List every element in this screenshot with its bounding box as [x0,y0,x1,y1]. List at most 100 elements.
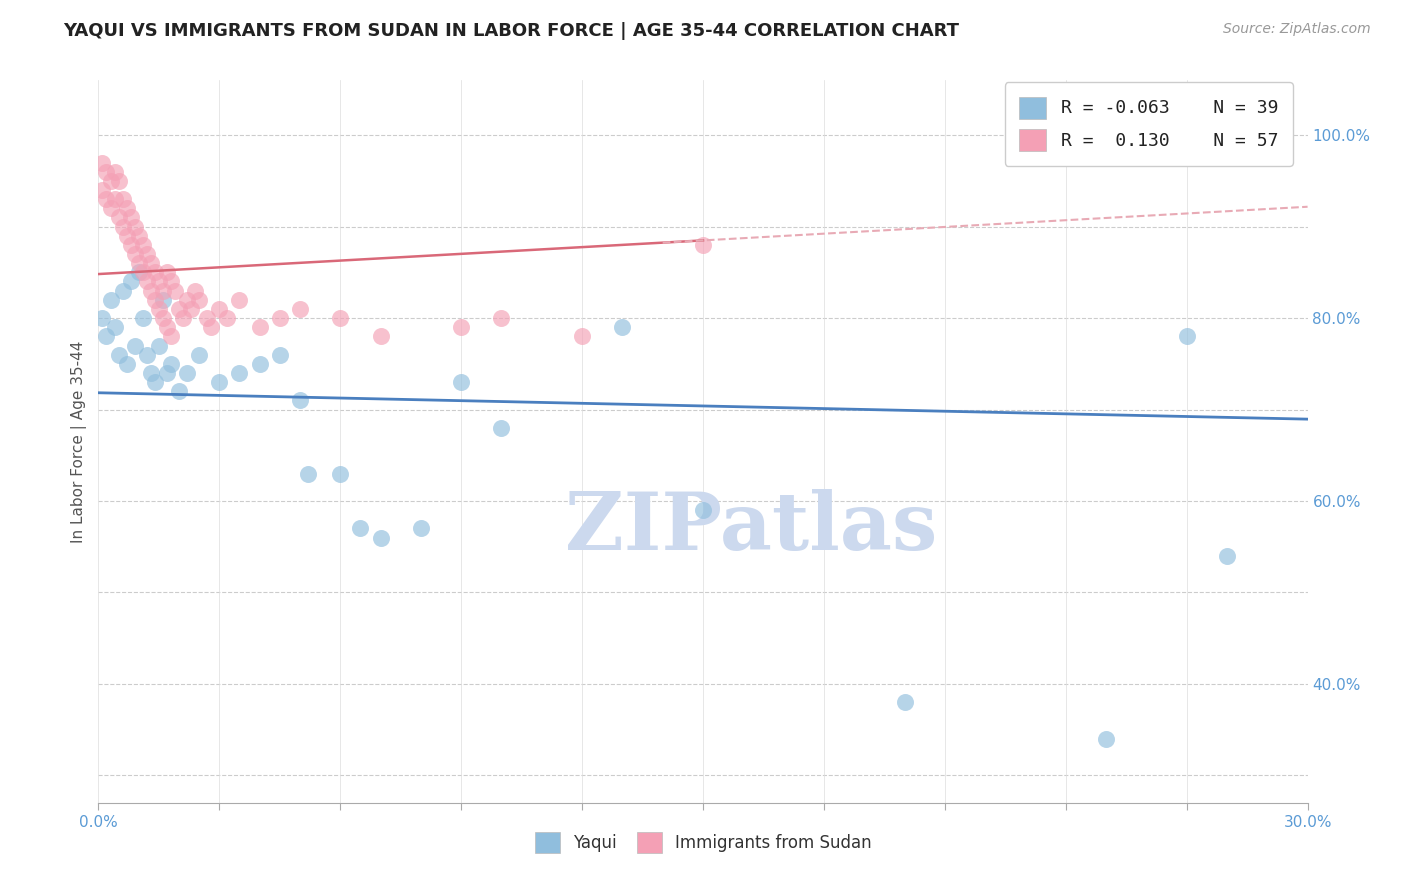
Text: Source: ZipAtlas.com: Source: ZipAtlas.com [1223,22,1371,37]
Point [571,329,593,343]
Point [143,375,166,389]
Point [103,165,125,179]
Point [180,301,202,316]
Point [124,338,146,352]
Point [228,293,250,307]
Point [217,311,239,326]
Point [143,265,166,279]
Point [91,311,114,326]
Point [893,695,915,709]
Point [370,531,392,545]
Point [188,348,211,362]
Text: ZIPatlas: ZIPatlas [565,489,938,567]
Point [120,211,142,225]
Point [115,228,138,243]
Point [249,320,271,334]
Point [450,320,472,334]
Legend: Yaqui, Immigrants from Sudan: Yaqui, Immigrants from Sudan [527,826,879,860]
Point [297,467,319,481]
Point [91,183,114,197]
Point [115,357,138,371]
Point [156,320,179,334]
Point [115,202,138,216]
Point [96,329,118,343]
Point [124,247,146,261]
Point [329,311,352,326]
Point [176,293,198,307]
Point [160,275,183,289]
Point [167,384,190,399]
Point [208,301,231,316]
Point [156,265,179,279]
Point [103,320,125,334]
Point [148,338,170,352]
Point [349,521,371,535]
Point [200,320,222,334]
Point [139,366,162,380]
Point [120,238,142,252]
Point [409,521,432,535]
Point [96,165,118,179]
Point [120,275,142,289]
Point [107,348,129,362]
Point [132,311,155,326]
Point [692,503,714,517]
Point [176,366,198,380]
Point [491,421,513,435]
Point [148,301,170,316]
Point [135,275,157,289]
Point [135,348,157,362]
Point [128,265,150,279]
Point [152,284,174,298]
Point [184,284,207,298]
Point [128,256,150,270]
Point [111,219,134,234]
Point [269,348,291,362]
Point [329,467,352,481]
Point [167,301,190,316]
Point [228,366,250,380]
Point [612,320,634,334]
Point [135,247,157,261]
Point [100,202,122,216]
Point [370,329,392,343]
Point [96,192,118,206]
Point [124,219,146,234]
Point [128,228,150,243]
Point [107,174,129,188]
Point [143,293,166,307]
Point [139,256,162,270]
Y-axis label: In Labor Force | Age 35-44: In Labor Force | Age 35-44 [72,341,87,542]
Point [1175,329,1198,343]
Point [160,329,183,343]
Point [1095,731,1118,746]
Point [172,311,194,326]
Point [111,284,134,298]
Point [491,311,513,326]
Text: YAQUI VS IMMIGRANTS FROM SUDAN IN LABOR FORCE | AGE 35-44 CORRELATION CHART: YAQUI VS IMMIGRANTS FROM SUDAN IN LABOR … [63,22,959,40]
Point [1216,549,1239,563]
Point [132,265,155,279]
Point [269,311,291,326]
Point [148,275,170,289]
Point [91,155,114,169]
Point [111,192,134,206]
Point [188,293,211,307]
Point [100,293,122,307]
Point [288,393,311,408]
Point [152,293,174,307]
Point [156,366,179,380]
Point [103,192,125,206]
Point [107,211,129,225]
Point [195,311,218,326]
Point [249,357,271,371]
Point [100,174,122,188]
Point [692,238,714,252]
Point [139,284,162,298]
Point [132,238,155,252]
Point [288,301,311,316]
Point [208,375,231,389]
Point [450,375,472,389]
Point [163,284,186,298]
Point [160,357,183,371]
